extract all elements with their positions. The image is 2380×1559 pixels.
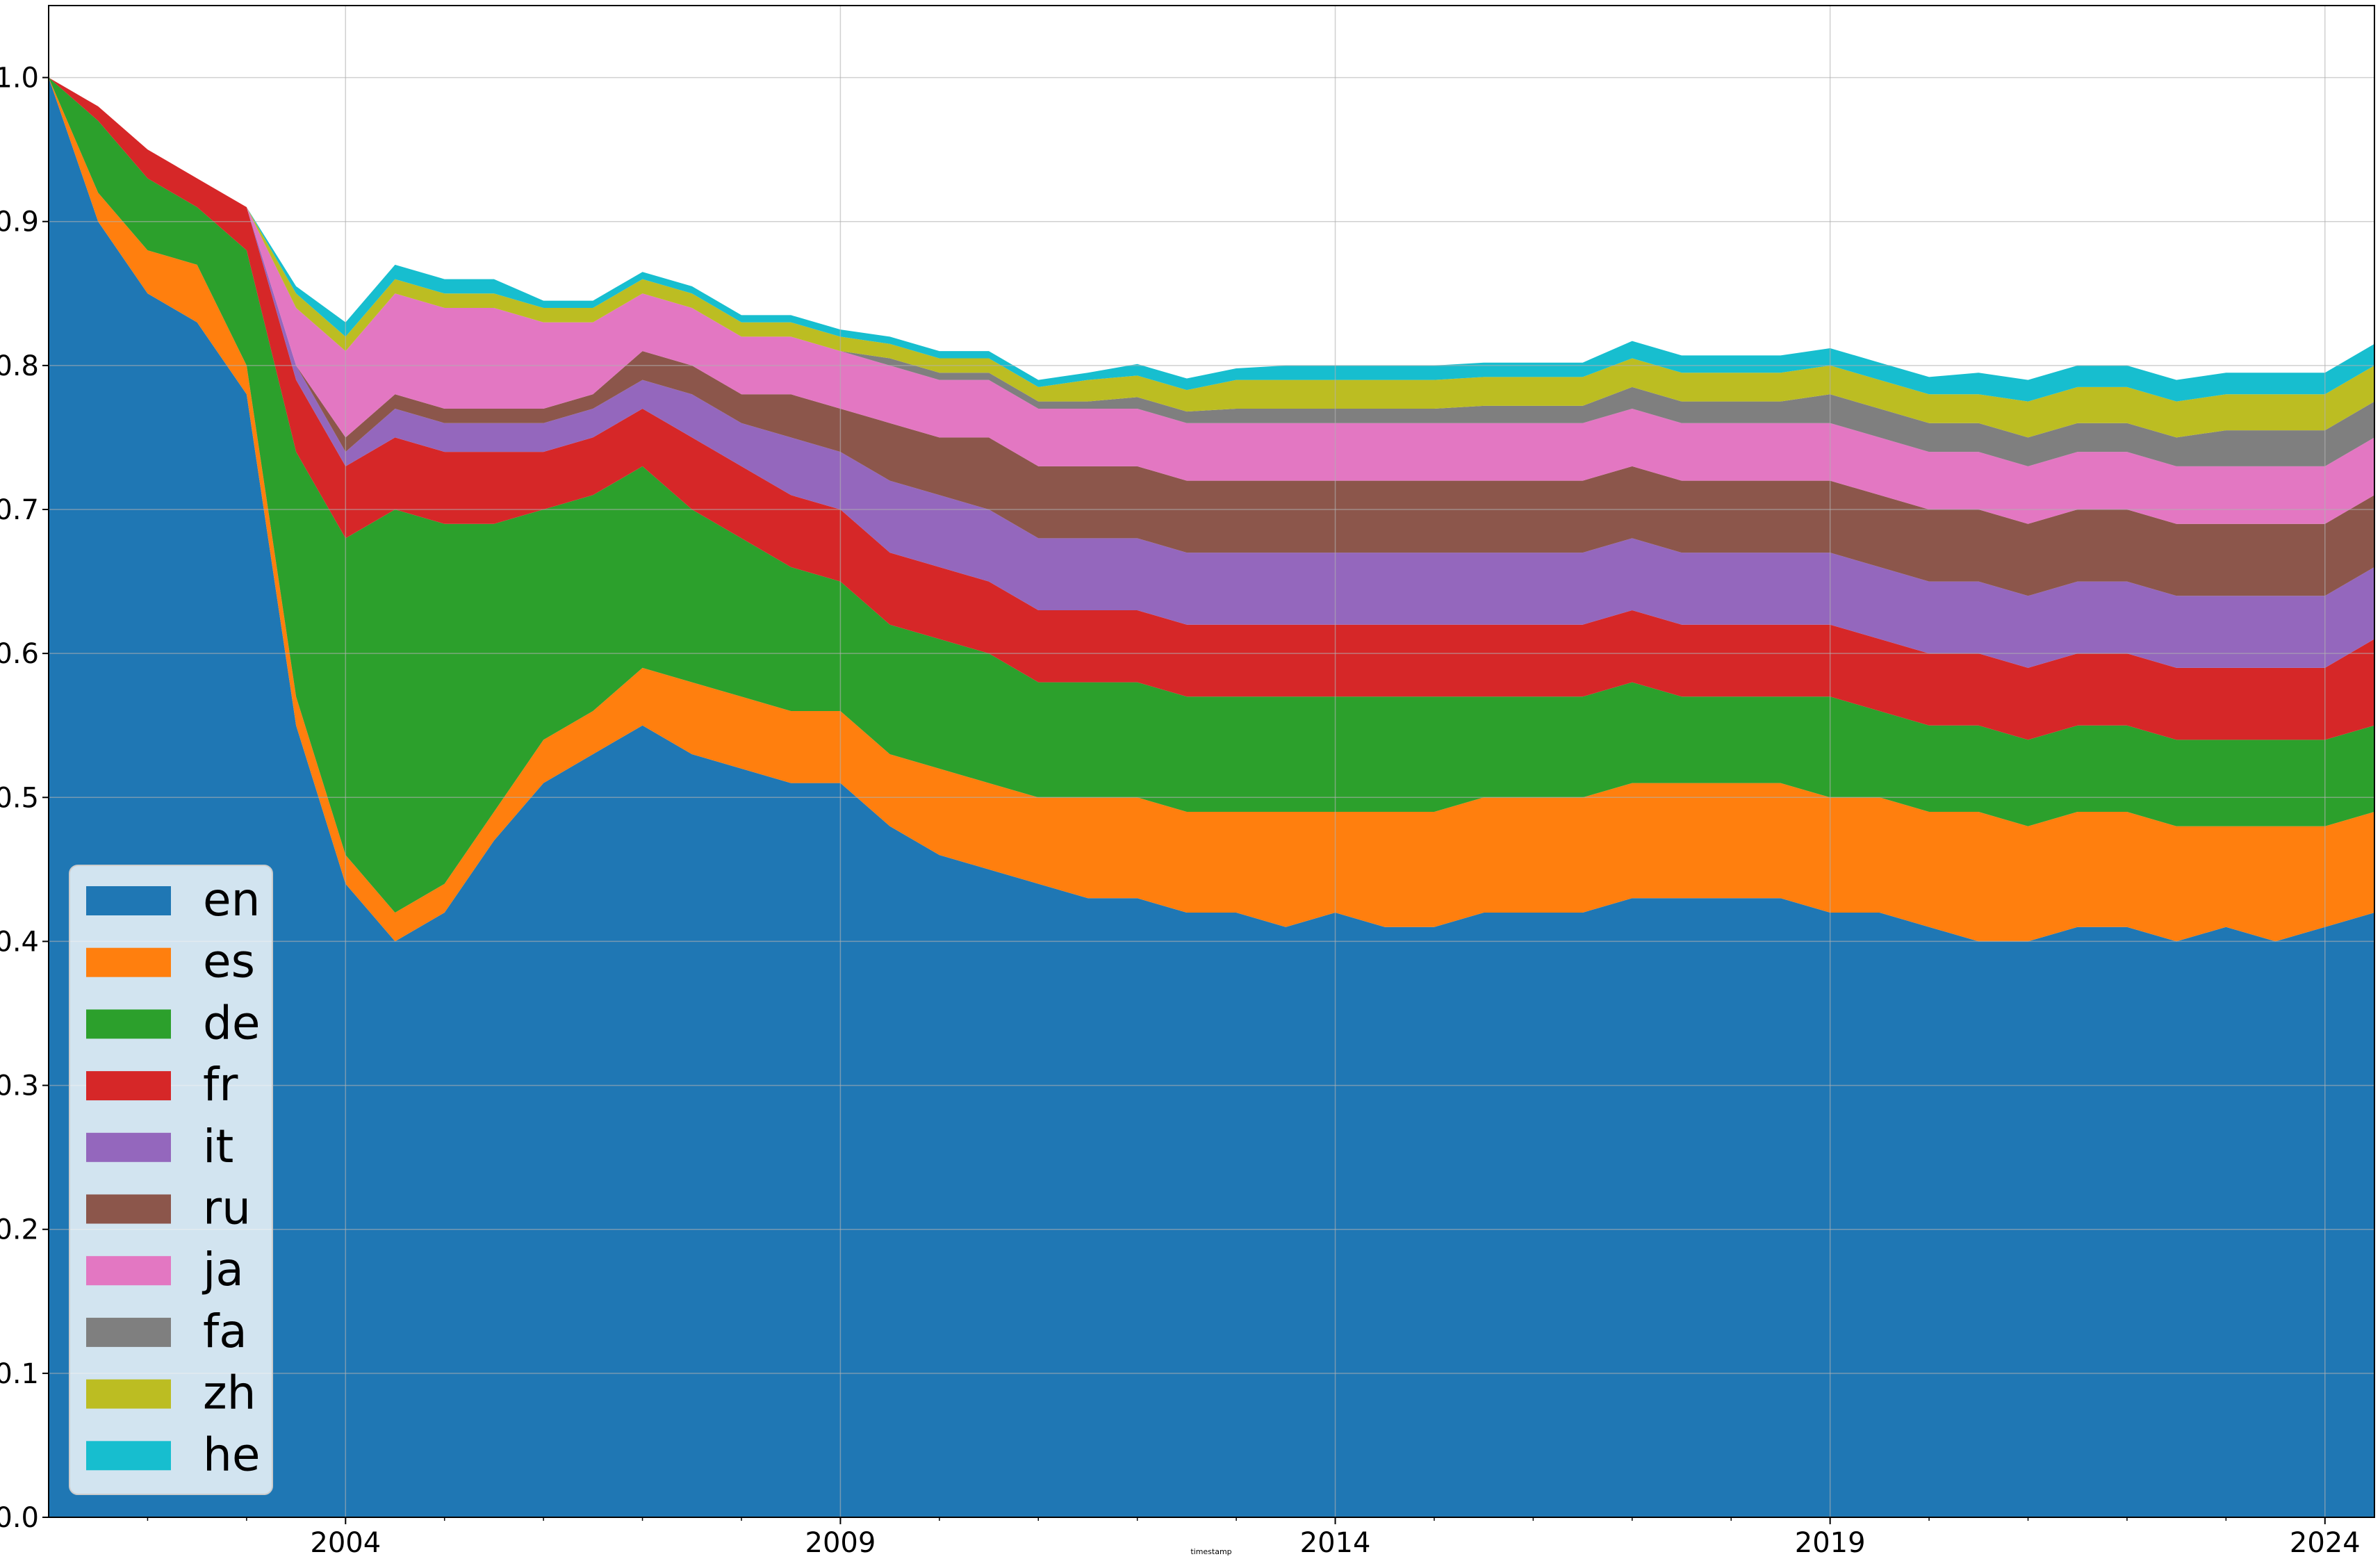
legend-swatch-ja bbox=[86, 1256, 171, 1286]
y-tick-label: 0.1 bbox=[0, 1358, 39, 1390]
x-tick-label: 2009 bbox=[805, 1527, 876, 1559]
legend-swatch-zh bbox=[86, 1379, 171, 1409]
y-tick-label: 0.6 bbox=[0, 638, 39, 670]
legend-label-zh: zh bbox=[203, 1366, 256, 1420]
y-tick-label: 0.9 bbox=[0, 206, 39, 238]
y-tick-label: 0.3 bbox=[0, 1070, 39, 1102]
legend-swatch-de bbox=[86, 1009, 171, 1039]
y-tick-label: 0.2 bbox=[0, 1214, 39, 1246]
legend-label-fr: fr bbox=[203, 1058, 238, 1111]
y-axis: 0.0 0.1 0.2 0.3 0.4 0.5 0.6 0.7 0.8 0.9 1.0 bbox=[0, 63, 49, 1534]
legend-label-en: en bbox=[203, 873, 260, 927]
legend-swatch-he bbox=[86, 1441, 171, 1471]
y-tick-label: 0.5 bbox=[0, 782, 39, 814]
legend-label-ja: ja bbox=[202, 1243, 244, 1296]
area-ja bbox=[49, 77, 2374, 524]
area-ru bbox=[49, 77, 2374, 596]
grid-lines bbox=[49, 6, 2374, 1518]
y-tick-label: 0.4 bbox=[0, 926, 39, 958]
legend-label-es: es bbox=[203, 935, 255, 988]
y-tick-label: 1.0 bbox=[0, 63, 39, 95]
area-es bbox=[49, 77, 2374, 942]
plot-frame bbox=[48, 5, 2375, 1518]
legend-swatch-ru bbox=[86, 1194, 171, 1224]
area-fr bbox=[49, 77, 2374, 740]
area-zh bbox=[49, 77, 2374, 438]
legend-swatch-fa bbox=[86, 1317, 171, 1347]
area-de bbox=[49, 77, 2374, 913]
legend-label-ru: ru bbox=[203, 1182, 251, 1235]
y-tick-label: 0.7 bbox=[0, 494, 39, 526]
legend-swatch-en bbox=[86, 886, 171, 915]
legend-label-de: de bbox=[203, 996, 261, 1050]
x-tick-label: 2014 bbox=[1300, 1527, 1371, 1559]
x-tick-label: 2019 bbox=[1795, 1527, 1866, 1559]
area-en bbox=[49, 77, 2374, 1517]
legend: en es de fr it ru ja fa zh he bbox=[69, 865, 273, 1495]
legend-swatch-fr bbox=[86, 1071, 171, 1101]
legend-swatch-es bbox=[86, 947, 171, 977]
legend-swatch-it bbox=[86, 1132, 171, 1162]
x-tick-label: 2004 bbox=[310, 1527, 381, 1559]
y-tick-label: 0.0 bbox=[0, 1502, 39, 1534]
area-layers bbox=[49, 77, 2374, 1517]
x-tick-label: 2024 bbox=[2290, 1527, 2361, 1559]
legend-label-he: he bbox=[203, 1428, 260, 1481]
x-axis: 2004 2009 2014 2019 2024 bbox=[147, 1517, 2361, 1559]
area-it bbox=[49, 77, 2374, 668]
legend-label-it: it bbox=[203, 1120, 233, 1173]
area-fa bbox=[49, 77, 2374, 466]
y-tick-label: 0.8 bbox=[0, 350, 39, 382]
legend-label-fa: fa bbox=[203, 1305, 247, 1358]
x-axis-label: timestamp bbox=[1190, 1547, 1231, 1556]
